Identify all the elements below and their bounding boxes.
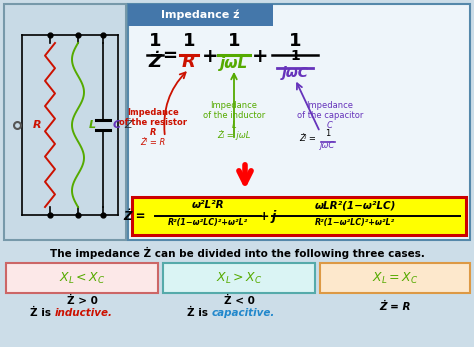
Text: Ż = R: Ż = R [379,302,411,312]
Text: L: L [89,120,96,130]
Text: Impedance: Impedance [210,101,257,110]
Text: jωL: jωL [220,56,248,71]
Text: 1: 1 [325,129,331,138]
Text: R²(1−ω²LC)²+ω²L²: R²(1−ω²LC)²+ω²L² [168,218,248,227]
Text: Żᴵ = R: Żᴵ = R [140,138,166,147]
Text: Żₗ = jωL: Żₗ = jωL [217,130,251,140]
FancyBboxPatch shape [6,263,158,293]
Text: 1: 1 [228,32,240,50]
Text: Ż: Ż [148,53,162,71]
Text: Ż > 0: Ż > 0 [66,296,98,306]
Text: Impedance ź: Impedance ź [161,10,239,20]
Text: $X_L > X_C$: $X_L > X_C$ [216,270,262,286]
Text: +: + [252,46,268,66]
Text: C: C [113,120,121,130]
Text: L: L [232,121,237,130]
FancyBboxPatch shape [132,197,466,235]
Text: jωC: jωC [320,141,336,150]
Text: $X_L < X_C$: $X_L < X_C$ [59,270,105,286]
Text: Ż is: Ż is [187,308,212,318]
Text: jωC: jωC [282,66,309,80]
Text: R: R [182,53,196,71]
Text: 1: 1 [149,32,161,50]
FancyBboxPatch shape [0,241,474,347]
FancyBboxPatch shape [4,4,126,240]
Text: of the resistor: of the resistor [119,118,187,127]
Text: Impedance: Impedance [127,108,179,117]
Text: of the inductor: of the inductor [203,111,265,120]
Text: $X_L = X_C$: $X_L = X_C$ [372,270,418,286]
Text: of the capacitor: of the capacitor [297,111,363,120]
Text: Ż =: Ż = [123,210,150,222]
Text: Ż: Ż [124,120,132,130]
Text: ω²L²R: ω²L²R [191,200,224,210]
FancyBboxPatch shape [320,263,470,293]
Text: The impedance Ż can be divided into the following three cases.: The impedance Ż can be divided into the … [50,247,424,259]
Text: R: R [150,128,156,137]
Text: =: = [163,47,177,65]
Text: 1: 1 [289,32,301,50]
Text: +: + [202,46,218,66]
Text: ωLR²(1−ω²LC): ωLR²(1−ω²LC) [314,200,396,210]
Text: capacitive.: capacitive. [212,308,275,318]
Text: + j: + j [259,210,277,222]
Text: Żᴶ =: Żᴶ = [299,134,316,143]
FancyBboxPatch shape [163,263,315,293]
FancyBboxPatch shape [128,4,273,26]
FancyBboxPatch shape [128,4,470,240]
Text: C: C [327,121,333,130]
Text: R: R [33,120,41,130]
Text: Ż < 0: Ż < 0 [224,296,255,306]
Text: 1: 1 [183,32,195,50]
Text: Impedance: Impedance [307,101,354,110]
Text: Ż is: Ż is [30,308,55,318]
Text: inductive.: inductive. [55,308,113,318]
Text: 1: 1 [290,49,300,63]
Text: R²(1−ω²LC)²+ω²L²: R²(1−ω²LC)²+ω²L² [315,218,395,227]
